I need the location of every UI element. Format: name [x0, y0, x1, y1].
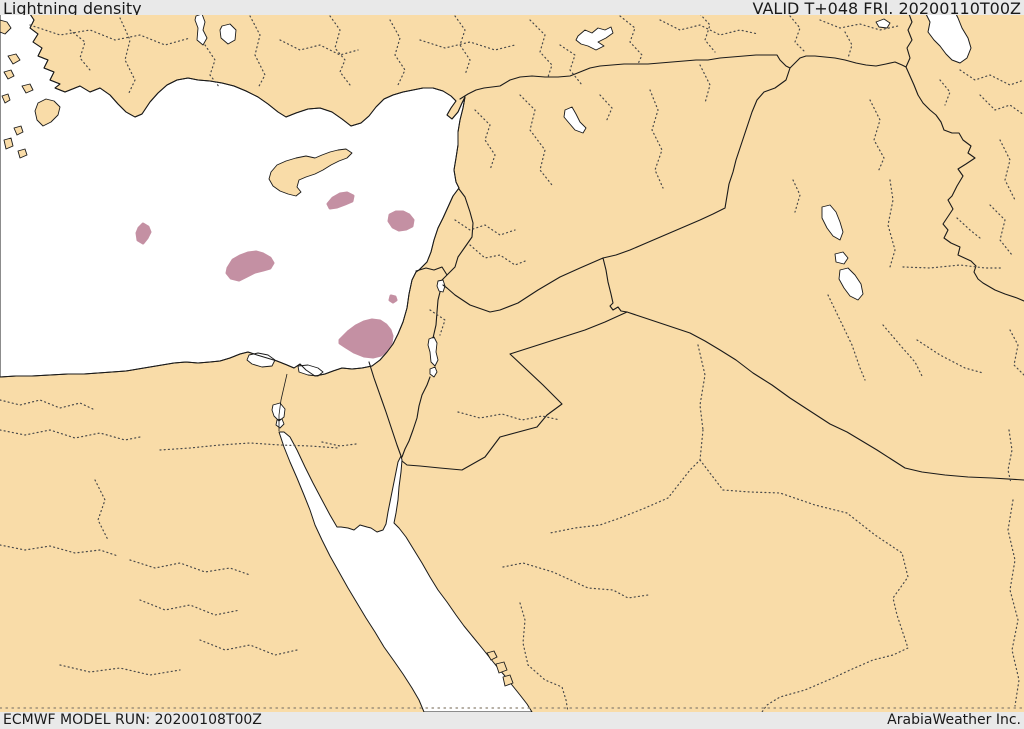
lakes: [194, 13, 891, 429]
validity-label: VALID T+048 FRI. 20200110T00Z: [752, 0, 1021, 15]
mediterranean-coastline: [0, 13, 466, 378]
lightning-cells-group: [135, 191, 415, 359]
admin-boundaries-turkey: [29, 13, 899, 96]
admin-boundaries-jordan: [429, 219, 561, 421]
admin-boundaries-egypt: [0, 399, 357, 676]
caspian-sea-corner: [925, 13, 972, 64]
suez-canal-line: [278, 373, 288, 431]
aegean-islands: [0, 19, 61, 159]
lightning-cells: [135, 191, 415, 359]
credit-label: ArabiaWeather Inc.: [887, 712, 1021, 728]
model-run-label: ECMWF MODEL RUN: 20200108T00Z: [3, 712, 262, 728]
admin-boundaries-saudi: [502, 344, 1020, 713]
admin-boundaries-syria-iraq: [474, 64, 1004, 381]
red-sea-gulfs: [278, 431, 533, 713]
cyprus-island: [268, 148, 353, 197]
country-borders: [368, 13, 1024, 481]
admin-boundaries-iran: [599, 69, 1024, 376]
title-bar: Lightning density VALID T+048 FRI. 20200…: [0, 0, 1024, 15]
footer-bar: ECMWF MODEL RUN: 20200108T00Z ArabiaWeat…: [0, 712, 1024, 729]
red-sea-islands: [486, 650, 514, 687]
page-title: Lightning density: [3, 0, 142, 15]
